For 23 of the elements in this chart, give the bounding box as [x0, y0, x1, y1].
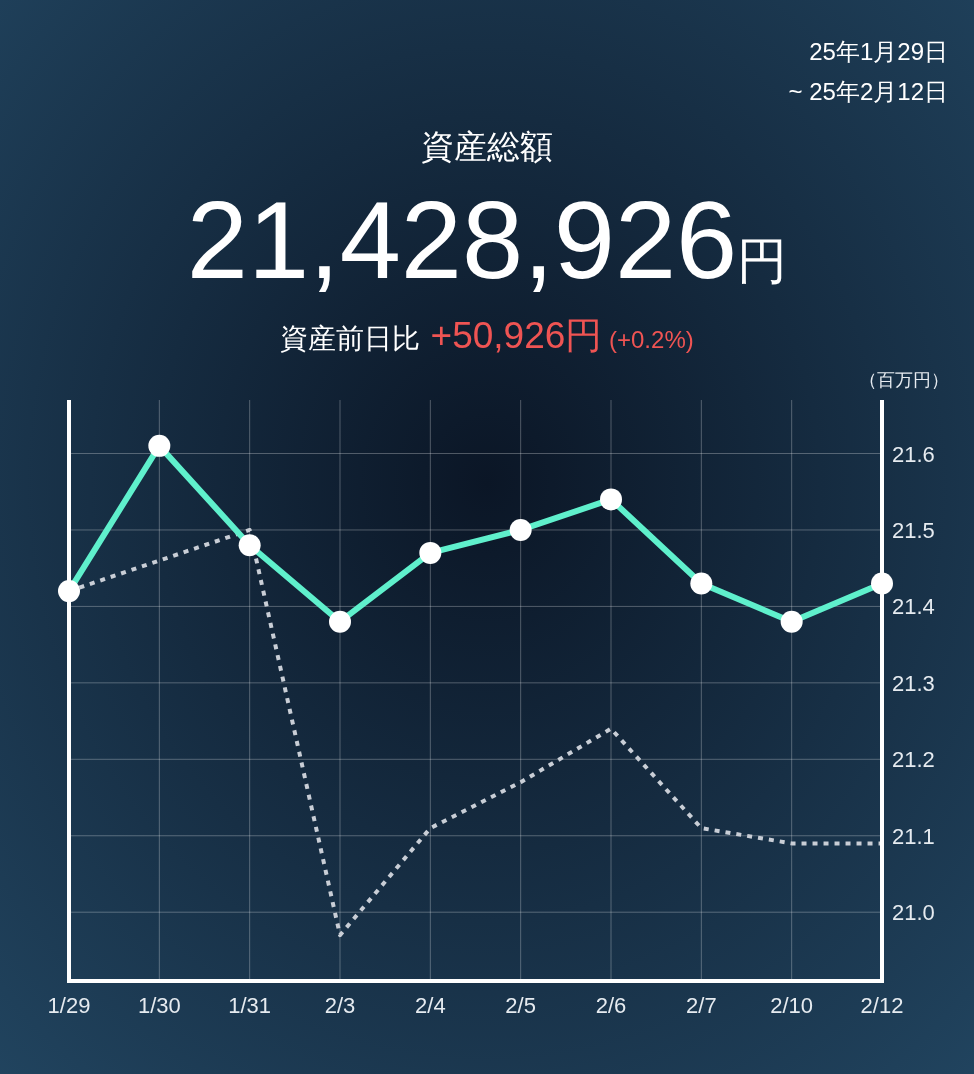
- x-tick-label: 2/3: [324, 993, 356, 1018]
- x-tick-label: 2/7: [686, 993, 717, 1018]
- x-tick-label: 2/12: [860, 993, 904, 1018]
- y2-tick-label: 21.4: [892, 594, 935, 620]
- x-tick-label: 1/30: [137, 993, 181, 1018]
- x-tick-label: 2/6: [595, 993, 627, 1018]
- x-tick-label: 1/29: [47, 993, 91, 1018]
- x-tick-label: 2/10: [770, 993, 814, 1018]
- chart-subtitle: 21,428,926円: [186, 178, 788, 301]
- y2-axis-title: （百万円）: [859, 370, 949, 390]
- y2-tick-label: 21.6: [892, 441, 935, 467]
- text: 25年1月29日: [809, 38, 948, 65]
- x-tick-label: 2/5: [505, 993, 536, 1018]
- y2-tick-label: 21.2: [892, 747, 935, 773]
- y2-tick-label: 21.0: [892, 900, 935, 926]
- y2-tick-label: 21.5: [892, 517, 935, 543]
- x-tick-label: 2/4: [415, 993, 446, 1018]
- text: ~ 25年2月12日: [788, 78, 948, 105]
- y2-tick-label: 21.3: [892, 670, 935, 696]
- text: 資産前日比 +50,926円 (+0.2%): [280, 315, 694, 356]
- y2-tick-label: 21.1: [892, 823, 935, 849]
- x-tick-label: 1/31: [228, 993, 272, 1018]
- chart-title: 資産総額: [421, 128, 553, 165]
